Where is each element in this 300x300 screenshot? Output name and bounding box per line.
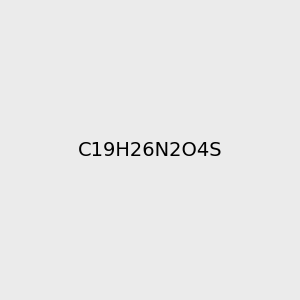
- Text: C19H26N2O4S: C19H26N2O4S: [78, 140, 222, 160]
